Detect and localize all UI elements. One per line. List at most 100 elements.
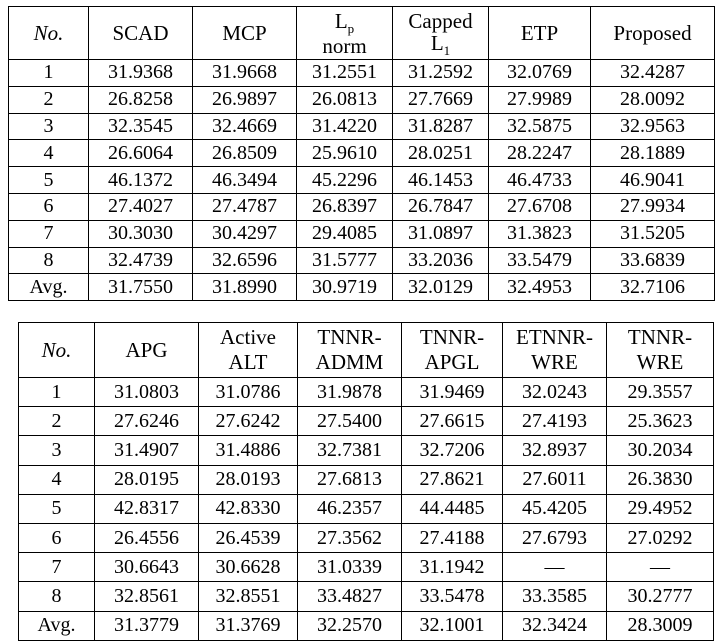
value-cell: 27.4027 [88, 192, 193, 221]
value-cell: 30.6643 [94, 552, 199, 583]
header-etp: ETP [488, 6, 591, 60]
row-label-cell: Avg. [18, 610, 95, 641]
value-cell: 27.6242 [198, 406, 298, 437]
value-cell: 31.2551 [296, 59, 393, 87]
value-cell: 26.3830 [606, 464, 714, 495]
value-cell: 32.3424 [502, 610, 607, 641]
value-cell: 28.2247 [488, 139, 591, 168]
value-cell: 31.3769 [198, 610, 298, 641]
value-cell: 32.7106 [590, 273, 715, 302]
row-label-cell: 4 [18, 464, 95, 495]
value-cell: 27.6813 [297, 464, 402, 495]
value-cell: 31.4220 [296, 112, 393, 141]
header-row: No. SCAD MCP Lp norm Capped L1 ETP Propo… [8, 6, 715, 60]
row-label-cell: 7 [8, 219, 89, 248]
table-row: 7 30.6643 30.6628 31.0339 31.1942— — [18, 552, 714, 583]
lp-base: L [334, 8, 348, 33]
results-table-bottom: No. APG Active ALT TNNR- ADMM TNNR- APGL… [18, 322, 714, 641]
value-cell: 33.4827 [297, 581, 402, 612]
l1-subscript: 1 [443, 42, 451, 58]
etnnr-line1: ETNNR- [516, 325, 593, 349]
value-cell: 32.2570 [297, 610, 402, 641]
value-cell: 28.0193 [198, 464, 298, 495]
value-cell: 27.8621 [401, 464, 503, 495]
value-cell: 26.9897 [192, 85, 297, 114]
capped-label: Capped [408, 8, 473, 33]
value-cell: 28.0251 [392, 139, 489, 168]
value-cell: 32.5875 [488, 112, 591, 141]
value-cell: 31.9469 [401, 376, 503, 408]
results-table-top: No. SCAD MCP Lp norm Capped L1 ETP Propo… [8, 6, 715, 302]
row-label-cell: 6 [18, 522, 95, 554]
value-cell: 32.4287 [590, 59, 715, 87]
value-cell: 27.4787 [192, 192, 297, 221]
tnnr-wre-line1: TNNR- [627, 325, 693, 349]
value-cell: 27.7669 [392, 85, 489, 114]
row-label-cell: 1 [18, 376, 95, 408]
value-cell: 30.2034 [606, 435, 714, 466]
value-cell: 31.2592 [392, 59, 489, 87]
value-cell: 25.3623 [606, 406, 714, 437]
table-row: 8 32.8561 32.8551 33.4827 33.5478 33.3585 30.2… [18, 581, 714, 612]
etnnr-line2: WRE [531, 350, 578, 374]
value-cell: 31.4907 [94, 435, 199, 466]
value-cell: 32.6596 [192, 246, 297, 275]
value-cell: 32.1001 [401, 610, 503, 641]
active-line2: ALT [228, 350, 268, 374]
value-cell: 30.3030 [88, 219, 193, 248]
table-row: 2 27.6246 27.6242 27.5400 27.6615 27.4193 25.3… [18, 406, 714, 437]
value-cell: 46.2357 [297, 493, 402, 524]
tnnr-admm-line2: ADMM [315, 350, 384, 374]
table-row: 5 42.8317 42.8330 46.2357 44.4485 45.4205 29.4… [18, 493, 714, 524]
value-cell: 27.9989 [488, 85, 591, 114]
value-cell: 32.8937 [502, 435, 607, 466]
row-label-cell: 3 [8, 112, 89, 141]
value-cell: — [606, 552, 714, 583]
header-capped-l1: Capped L1 [392, 6, 489, 60]
value-cell: 44.4485 [401, 493, 503, 524]
header-row: No. APG Active ALT TNNR- ADMM TNNR- APGL… [18, 322, 714, 378]
value-cell: 32.4669 [192, 112, 297, 141]
value-cell: 26.6064 [88, 139, 193, 168]
value-cell: 42.8317 [94, 493, 199, 524]
value-cell: 26.8258 [88, 85, 193, 114]
row-label-cell: 5 [8, 166, 89, 194]
row-label-cell: 4 [8, 139, 89, 168]
value-cell: 33.6839 [590, 246, 715, 275]
value-cell: 33.3585 [502, 581, 607, 612]
value-cell: 28.0195 [94, 464, 199, 495]
value-cell: 27.6708 [488, 192, 591, 221]
value-cell: 27.6793 [502, 522, 607, 554]
value-cell: 31.0803 [94, 376, 199, 408]
value-cell: 28.3009 [606, 610, 714, 641]
table-row: 4 28.0195 28.0193 27.6813 27.8621 27.6011 26.3… [18, 464, 714, 495]
active-line1: Active [220, 325, 276, 349]
value-cell: 31.0339 [297, 552, 402, 583]
value-cell: 45.4205 [502, 493, 607, 524]
table-row: Avg. 31.7550 31.8990 30.9719 32.0129 32.4953 3… [8, 273, 715, 302]
row-label-cell: 2 [8, 85, 89, 114]
value-cell: 27.6246 [94, 406, 199, 437]
row-label-cell: 6 [8, 192, 89, 221]
table-row: 5 46.1372 46.3494 45.2296 46.1453 46.4733 46.9… [8, 166, 715, 194]
tnnr-admm-line1: TNNR- [317, 325, 382, 349]
value-cell: 46.1372 [88, 166, 193, 194]
value-cell: 26.0813 [296, 85, 393, 114]
header-proposed: Proposed [590, 6, 715, 60]
tnnr-apgl-line1: TNNR- [419, 325, 485, 349]
table-row: Avg. 31.3779 31.3769 32.2570 32.1001 32.3424 2… [18, 610, 714, 641]
value-cell: 32.7381 [297, 435, 402, 466]
value-cell: 31.7550 [88, 273, 193, 302]
value-cell: 31.9668 [192, 59, 297, 87]
value-cell: 32.4953 [488, 273, 591, 302]
value-cell: 31.9878 [297, 376, 402, 408]
value-cell: 27.4188 [401, 522, 503, 554]
value-cell: 30.4297 [192, 219, 297, 248]
table-row: 1 31.9368 31.9668 31.2551 31.2592 32.0769 32.4… [8, 59, 715, 87]
value-cell: 26.4556 [94, 522, 199, 554]
table-row: 3 32.3545 32.4669 31.4220 31.8287 32.5875 32.9… [8, 112, 715, 141]
value-cell: 32.8551 [198, 581, 298, 612]
value-cell: 26.8509 [192, 139, 297, 168]
value-cell: 32.3545 [88, 112, 193, 141]
value-cell: 27.6011 [502, 464, 607, 495]
